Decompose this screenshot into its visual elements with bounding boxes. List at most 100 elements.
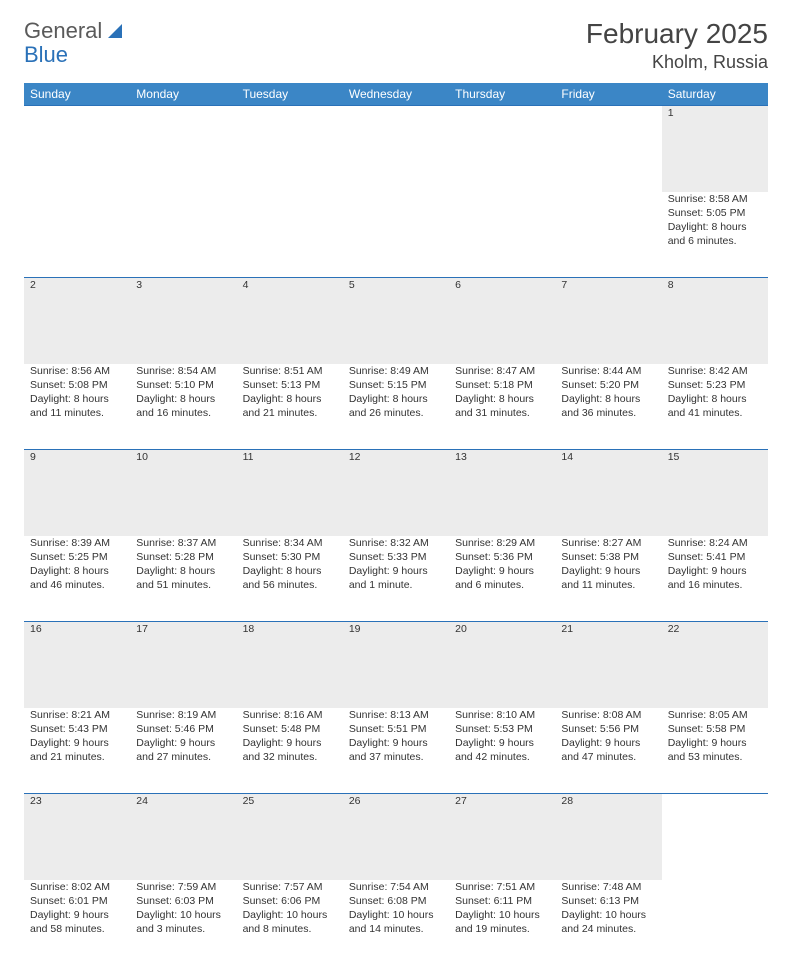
day-number-cell: 18 [237,622,343,708]
day-daylight2: and 11 minutes. [30,406,124,420]
day-number-cell: 24 [130,794,236,880]
day-number-cell: 22 [662,622,768,708]
day-number-cell: 3 [130,278,236,364]
day-daylight1: Daylight: 9 hours [30,908,124,922]
day-sunrise: Sunrise: 8:10 AM [455,708,549,722]
day-cell: Sunrise: 8:49 AMSunset: 5:15 PMDaylight:… [343,364,449,450]
day-daylight2: and 24 minutes. [561,922,655,936]
logo-text-blue: Blue [24,42,68,68]
day-cell: Sunrise: 8:51 AMSunset: 5:13 PMDaylight:… [237,364,343,450]
day-number-cell [237,106,343,192]
day-number-cell: 28 [555,794,661,880]
weekday-header: Saturday [662,83,768,106]
weekday-header: Tuesday [237,83,343,106]
day-cell: Sunrise: 7:54 AMSunset: 6:08 PMDaylight:… [343,880,449,966]
day-cell [24,192,130,278]
day-number-cell: 26 [343,794,449,880]
weekday-header: Friday [555,83,661,106]
day-number-cell: 4 [237,278,343,364]
day-sunrise: Sunrise: 8:56 AM [30,364,124,378]
day-sunset: Sunset: 5:25 PM [30,550,124,564]
day-sunrise: Sunrise: 8:05 AM [668,708,762,722]
day-sunrise: Sunrise: 8:39 AM [30,536,124,550]
day-sunset: Sunset: 5:38 PM [561,550,655,564]
day-sunrise: Sunrise: 8:54 AM [136,364,230,378]
day-content-row: Sunrise: 8:39 AMSunset: 5:25 PM Daylight:… [24,536,768,622]
day-daylight2: and 6 minutes. [668,234,762,248]
day-sunset: Sunset: 6:01 PM [30,894,124,908]
day-cell: Sunrise: 8:54 AMSunset: 5:10 PMDaylight:… [130,364,236,450]
day-sunrise: Sunrise: 8:47 AM [455,364,549,378]
day-cell: Sunrise: 8:27 AMSunset: 5:38 PMDaylight:… [555,536,661,622]
day-number-cell: 17 [130,622,236,708]
day-sunset: Sunset: 5:05 PM [668,206,762,220]
day-daylight1: Daylight: 9 hours [561,736,655,750]
day-cell: Sunrise: 8:32 AMSunset: 5:33 PMDaylight:… [343,536,449,622]
day-sunrise: Sunrise: 8:32 AM [349,536,443,550]
weekday-header: Sunday [24,83,130,106]
day-daylight2: and 37 minutes. [349,750,443,764]
day-number-cell [130,106,236,192]
day-number-cell [343,106,449,192]
day-cell: Sunrise: 8:16 AMSunset: 5:48 PMDaylight:… [237,708,343,794]
day-daylight2: and 41 minutes. [668,406,762,420]
day-sunrise: Sunrise: 8:19 AM [136,708,230,722]
logo-sail-icon [106,22,124,40]
day-number-cell: 25 [237,794,343,880]
day-number-row: 2345678 [24,278,768,364]
day-daylight2: and 3 minutes. [136,922,230,936]
day-sunset: Sunset: 5:30 PM [243,550,337,564]
day-daylight1: Daylight: 10 hours [349,908,443,922]
day-sunrise: Sunrise: 8:08 AM [561,708,655,722]
day-cell: Sunrise: 8:19 AMSunset: 5:46 PMDaylight:… [130,708,236,794]
day-sunset: Sunset: 5:20 PM [561,378,655,392]
day-sunset: Sunset: 5:08 PM [30,378,124,392]
day-daylight1: Daylight: 8 hours [561,392,655,406]
day-sunset: Sunset: 5:23 PM [668,378,762,392]
day-daylight2: and 6 minutes. [455,578,549,592]
day-sunset: Sunset: 5:18 PM [455,378,549,392]
day-cell: Sunrise: 8:39 AMSunset: 5:25 PMDaylight:… [24,536,130,622]
day-daylight1: Daylight: 8 hours [455,392,549,406]
day-sunset: Sunset: 5:51 PM [349,722,443,736]
day-cell: Sunrise: 8:10 AMSunset: 5:53 PMDaylight:… [449,708,555,794]
day-sunrise: Sunrise: 7:57 AM [243,880,337,894]
day-sunset: Sunset: 5:36 PM [455,550,549,564]
day-cell: Sunrise: 8:44 AMSunset: 5:20 PMDaylight:… [555,364,661,450]
day-daylight1: Daylight: 9 hours [668,564,762,578]
day-cell [662,880,768,966]
day-sunset: Sunset: 5:56 PM [561,722,655,736]
day-sunrise: Sunrise: 8:02 AM [30,880,124,894]
day-number-cell: 10 [130,450,236,536]
day-sunrise: Sunrise: 7:51 AM [455,880,549,894]
day-cell: Sunrise: 8:47 AMSunset: 5:18 PMDaylight:… [449,364,555,450]
day-sunrise: Sunrise: 8:44 AM [561,364,655,378]
day-daylight2: and 26 minutes. [349,406,443,420]
day-daylight1: Daylight: 8 hours [136,392,230,406]
day-number-cell: 19 [343,622,449,708]
weekday-header: Monday [130,83,236,106]
day-cell [449,192,555,278]
day-cell: Sunrise: 8:56 AMSunset: 5:08 PMDaylight:… [24,364,130,450]
day-daylight2: and 21 minutes. [243,406,337,420]
day-daylight2: and 56 minutes. [243,578,337,592]
day-daylight1: Daylight: 9 hours [349,736,443,750]
day-daylight1: Daylight: 9 hours [30,736,124,750]
day-daylight2: and 21 minutes. [30,750,124,764]
day-sunset: Sunset: 5:43 PM [30,722,124,736]
day-cell: Sunrise: 8:58 AMSunset: 5:05 PMDaylight:… [662,192,768,278]
day-daylight1: Daylight: 8 hours [136,564,230,578]
day-sunset: Sunset: 5:33 PM [349,550,443,564]
day-cell [237,192,343,278]
day-sunrise: Sunrise: 8:24 AM [668,536,762,550]
day-sunset: Sunset: 6:13 PM [561,894,655,908]
day-cell: Sunrise: 7:57 AMSunset: 6:06 PMDaylight:… [237,880,343,966]
day-number-cell: 20 [449,622,555,708]
day-number-cell: 16 [24,622,130,708]
day-number-cell: 2 [24,278,130,364]
day-daylight2: and 31 minutes. [455,406,549,420]
day-number-cell: 8 [662,278,768,364]
day-daylight1: Daylight: 8 hours [668,392,762,406]
day-daylight2: and 47 minutes. [561,750,655,764]
day-number-cell: 6 [449,278,555,364]
